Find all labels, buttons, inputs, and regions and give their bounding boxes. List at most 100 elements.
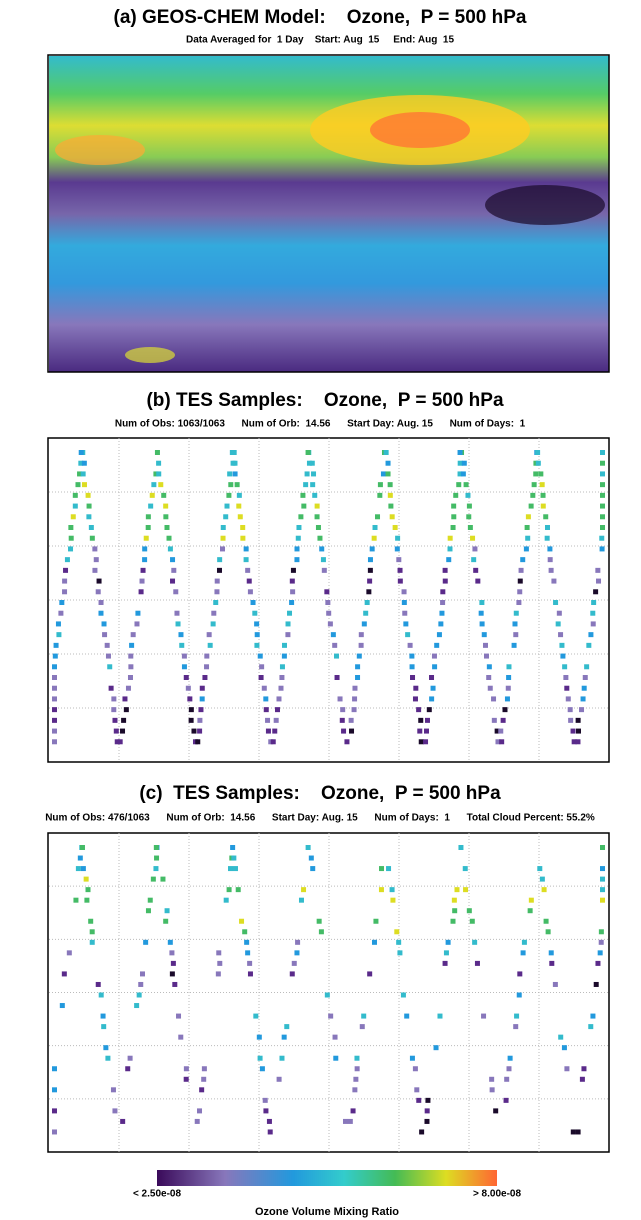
sample — [52, 1066, 57, 1072]
sample — [481, 632, 487, 638]
sample — [135, 610, 141, 616]
sample — [334, 653, 340, 659]
sample — [359, 1024, 365, 1030]
sample — [593, 981, 599, 987]
sample — [259, 664, 265, 670]
sample — [77, 471, 83, 477]
sample — [586, 642, 592, 648]
sample — [597, 950, 603, 956]
sample — [278, 685, 284, 691]
sample — [296, 525, 302, 530]
sample — [178, 1034, 184, 1040]
sample — [153, 471, 159, 477]
sample — [537, 866, 543, 872]
sample — [595, 960, 601, 966]
sample — [543, 514, 549, 520]
sample — [426, 707, 432, 713]
sample — [600, 450, 605, 455]
sample — [217, 960, 223, 966]
sample — [424, 717, 430, 723]
sample — [92, 546, 98, 552]
sample — [344, 739, 350, 745]
sample — [575, 728, 581, 734]
sample — [111, 696, 117, 702]
sample — [475, 578, 481, 584]
sample — [564, 1066, 570, 1072]
sample — [245, 567, 251, 573]
sample — [547, 557, 553, 563]
sample — [355, 664, 361, 670]
sample — [239, 918, 245, 924]
sample — [235, 887, 241, 893]
colorbar-title: Ozone Volume Mixing Ratio — [255, 1206, 399, 1218]
sample — [253, 1013, 259, 1019]
sample — [367, 971, 373, 977]
sample — [472, 939, 478, 945]
sample — [178, 632, 184, 638]
sample — [563, 675, 569, 680]
sample — [197, 728, 203, 734]
sample — [164, 908, 170, 914]
sample — [52, 696, 57, 702]
sample — [352, 1087, 358, 1093]
sample — [206, 632, 212, 638]
sample — [599, 546, 605, 552]
sample — [287, 610, 293, 616]
sample — [520, 950, 526, 956]
sample — [85, 492, 91, 498]
sample — [298, 514, 304, 520]
sample — [96, 578, 102, 584]
sample — [397, 950, 403, 956]
sample — [300, 492, 306, 498]
sample — [145, 514, 151, 520]
sample — [121, 717, 127, 723]
sample — [470, 535, 476, 541]
sample — [559, 642, 565, 648]
sample — [262, 1097, 268, 1103]
sample — [423, 728, 429, 734]
sample — [500, 717, 506, 723]
sample — [207, 642, 213, 648]
sample — [377, 492, 383, 498]
sample — [266, 1118, 272, 1124]
sample — [596, 578, 602, 584]
sample — [56, 632, 62, 638]
sample — [375, 514, 381, 520]
sample — [281, 642, 287, 648]
sample — [545, 929, 551, 935]
sample — [352, 685, 358, 691]
sample — [183, 1076, 189, 1082]
sample — [404, 1013, 410, 1019]
sample — [304, 471, 310, 477]
sample — [312, 492, 318, 498]
sample — [68, 546, 74, 552]
sample — [451, 503, 457, 509]
sample — [364, 600, 370, 605]
sample — [535, 460, 541, 466]
sample — [275, 707, 281, 713]
sample — [101, 621, 107, 627]
sample — [273, 717, 279, 723]
sample — [460, 471, 466, 477]
sample — [516, 600, 522, 605]
sample — [105, 1055, 111, 1061]
colorbar — [157, 1170, 497, 1186]
sample — [401, 600, 407, 605]
sample — [89, 929, 95, 935]
sample — [571, 739, 577, 745]
sample — [332, 1034, 338, 1040]
sample — [161, 492, 167, 498]
sample — [409, 664, 415, 670]
sample — [458, 845, 464, 850]
sample — [138, 981, 144, 987]
sample — [438, 621, 444, 627]
sample — [402, 610, 408, 616]
sample — [230, 845, 236, 850]
sample — [474, 960, 480, 966]
sample — [334, 675, 340, 680]
sample — [371, 535, 377, 541]
sample — [52, 717, 57, 723]
sample — [397, 578, 403, 584]
sample — [535, 450, 541, 455]
sample — [75, 866, 81, 872]
